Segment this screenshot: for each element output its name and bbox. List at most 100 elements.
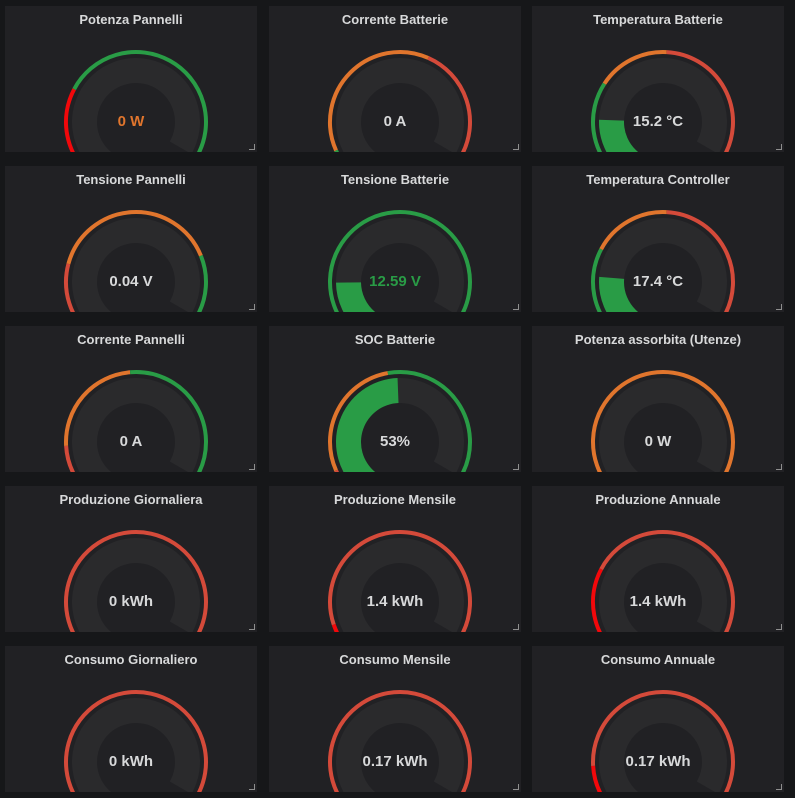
panel-potenza-pannelli[interactable]: Potenza Pannelli 0 W — [5, 6, 257, 152]
gauge-threshold-segment — [64, 690, 208, 792]
gauge-threshold-segment — [387, 370, 472, 472]
gauge — [64, 370, 208, 472]
panel-temperatura-controller[interactable]: Temperatura Controller 17.4 °C — [532, 166, 784, 312]
gauge-track — [72, 698, 200, 792]
gauge-threshold-segment — [64, 88, 76, 152]
gauge-threshold-segment — [334, 469, 340, 472]
panel-potenza-assorbita-utenze[interactable]: Potenza assorbita (Utenze) 0 W — [532, 326, 784, 472]
panel-title[interactable]: Consumo Mensile — [339, 652, 451, 667]
panel-title[interactable]: Produzione Giornaliera — [59, 492, 203, 507]
panel-consumo-giornaliero[interactable]: Consumo Giornaliero 0 kWh — [5, 646, 257, 792]
gauge — [64, 50, 208, 152]
panel-title[interactable]: Temperatura Batterie — [593, 12, 723, 27]
gauge-threshold-segment — [591, 82, 607, 152]
gauge-threshold-segment — [590, 370, 735, 472]
gauge-value: 0 kWh — [108, 753, 154, 770]
panel-tensione-pannelli[interactable]: Tensione Pannelli 0.04 V — [5, 166, 257, 312]
panel-title[interactable]: Tensione Pannelli — [76, 172, 186, 187]
resize-handle[interactable] — [776, 304, 782, 310]
resize-handle[interactable] — [249, 784, 255, 790]
gauge-threshold-segment — [591, 765, 603, 792]
gauge-threshold-segment — [64, 445, 76, 472]
gauge-value: 15.2 °C — [632, 113, 684, 130]
panel-produzione-mensile[interactable]: Produzione Mensile 1.4 kWh — [269, 486, 521, 632]
gauge-value: 53% — [379, 433, 411, 450]
gauge-track — [599, 378, 727, 472]
gauge-track — [599, 58, 727, 152]
gauge-threshold-segment — [328, 530, 472, 632]
gauge-value-fill — [599, 276, 638, 312]
resize-handle[interactable] — [249, 464, 255, 470]
panel-title[interactable]: Produzione Annuale — [595, 492, 721, 507]
panel-title[interactable]: Corrente Batterie — [341, 12, 449, 27]
resize-handle[interactable] — [249, 624, 255, 630]
resize-handle[interactable] — [513, 624, 519, 630]
gauge-threshold-segment — [591, 568, 603, 632]
gauge — [328, 370, 472, 472]
gauge-value-fill — [336, 378, 399, 472]
resize-handle[interactable] — [776, 624, 782, 630]
resize-handle[interactable] — [513, 784, 519, 790]
panel-title[interactable]: Consumo Giornaliero — [64, 652, 198, 667]
panel-corrente-pannelli[interactable]: Corrente Pannelli 0 A — [5, 326, 257, 472]
resize-handle[interactable] — [776, 144, 782, 150]
gauge-threshold-segment — [64, 530, 208, 632]
gauge-threshold-segment — [602, 50, 667, 85]
gauge — [64, 690, 208, 792]
gauge — [328, 50, 472, 152]
gauge-track — [336, 218, 464, 312]
gauge — [328, 690, 472, 792]
panel-title[interactable]: Temperatura Controller — [586, 172, 730, 187]
gauge — [591, 690, 735, 792]
panel-produzione-annuale[interactable]: Produzione Annuale 1.4 kWh — [532, 486, 784, 632]
resize-handle[interactable] — [249, 144, 255, 150]
panel-soc-batterie[interactable]: SOC Batterie 53% — [269, 326, 521, 472]
gauge-track — [72, 218, 200, 312]
panel-produzione-giornaliera[interactable]: Produzione Giornaliera 0 kWh — [5, 486, 257, 632]
resize-handle[interactable] — [513, 464, 519, 470]
resize-handle[interactable] — [776, 464, 782, 470]
gauge-value: 0 W — [117, 113, 145, 130]
gauge-value: 0.04 V — [109, 273, 153, 290]
gauge — [591, 50, 735, 152]
gauge-threshold-segment — [591, 690, 735, 792]
gauge-threshold-segment — [591, 248, 603, 312]
gauge-threshold-segment — [666, 50, 735, 152]
panel-temperatura-batterie[interactable]: Temperatura Batterie 15.2 °C — [532, 6, 784, 152]
panel-tensione-batterie[interactable]: Tensione Batterie 12.59 V — [269, 166, 521, 312]
panel-corrente-batterie[interactable]: Corrente Batterie 0 A — [269, 6, 521, 152]
gauge — [591, 530, 735, 632]
gauge-threshold-segment — [66, 210, 203, 265]
panel-title[interactable]: Tensione Batterie — [340, 172, 450, 187]
gauge-threshold-segment — [328, 50, 430, 152]
panel-title[interactable]: Corrente Pannelli — [77, 332, 185, 347]
gauge — [328, 530, 472, 632]
resize-handle[interactable] — [513, 144, 519, 150]
panel-title[interactable]: Potenza Pannelli — [79, 12, 183, 27]
panel-title[interactable]: Consumo Annuale — [600, 652, 716, 667]
gauge-value: 1.4 kWh — [629, 593, 687, 610]
gauge-value: 0 kWh — [108, 593, 154, 610]
gauge-value: 0 A — [119, 433, 143, 450]
gauge — [64, 530, 208, 632]
gauge-threshold-segment — [327, 210, 472, 312]
panel-title[interactable]: Potenza assorbita (Utenze) — [574, 332, 742, 347]
gauge-threshold-segment — [129, 370, 208, 472]
gauge-threshold-segment — [72, 50, 208, 152]
resize-handle[interactable] — [776, 784, 782, 790]
resize-handle[interactable] — [513, 304, 519, 310]
panel-consumo-annuale[interactable]: Consumo Annuale 0.17 kWh — [532, 646, 784, 792]
gauge-value-fill — [336, 282, 375, 312]
panel-title[interactable]: SOC Batterie — [354, 332, 436, 347]
gauge-track — [72, 378, 200, 472]
gauge-track — [72, 58, 200, 152]
gauge-track — [599, 218, 727, 312]
panel-title[interactable]: Produzione Mensile — [333, 492, 457, 507]
gauge-threshold-segment — [599, 530, 735, 632]
gauge-threshold-segment — [328, 371, 389, 472]
panel-consumo-mensile[interactable]: Consumo Mensile 0.17 kWh — [269, 646, 521, 792]
resize-handle[interactable] — [249, 304, 255, 310]
gauge — [64, 210, 208, 312]
gauge-track — [599, 698, 727, 792]
gauge-value: 0 W — [644, 433, 672, 450]
